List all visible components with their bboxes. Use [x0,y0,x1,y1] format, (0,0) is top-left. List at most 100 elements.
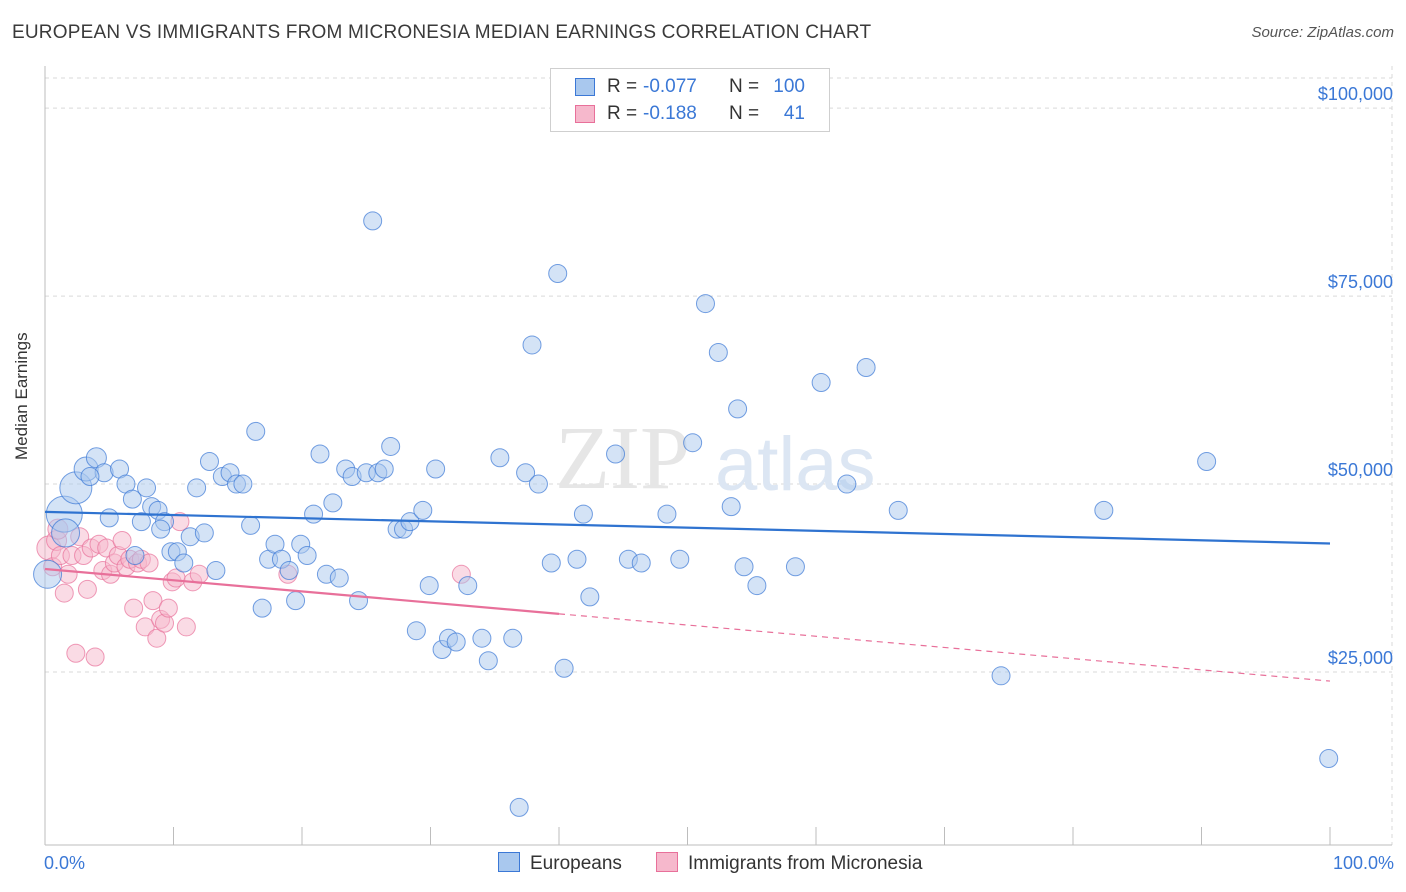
european-point [554,658,574,678]
european-point [991,666,1011,686]
european-point [567,549,587,569]
legend-row-micronesia: R = -0.188 N = 41 [551,100,829,128]
european-point [856,358,876,378]
y-tick-label: $25,000 [1328,648,1393,668]
micronesia-point [135,617,155,637]
legend-n-value: 100 [773,76,805,97]
trend-lines [44,510,1331,682]
european-point [695,294,715,314]
watermark: ZIP atlas [555,409,876,508]
micronesia-trend-dashed [558,613,1331,682]
european-point [199,452,219,471]
legend-r-label: R = [607,103,638,124]
european-point [446,632,466,652]
european-point [509,797,529,817]
european-point [478,651,498,671]
european-point [573,504,593,524]
european-point [1094,500,1114,520]
legend-n-label: N = [729,76,760,97]
european-point [426,459,446,479]
source-label: Source: ZipAtlas.com [1251,24,1394,41]
european-point [279,561,299,581]
european-point [472,628,492,648]
european-point [99,508,119,528]
european-point [683,433,703,453]
legend-r-value: -0.077 [643,76,697,97]
micronesia-point [77,579,97,599]
european-point [363,211,383,231]
european-point [125,545,145,565]
european-point [187,478,207,498]
micronesia-trend-solid [44,567,560,615]
axes [44,66,1392,846]
european-point [413,500,433,520]
european-point [606,444,626,464]
european-point [241,515,261,535]
european-point [516,463,536,483]
european-point [657,504,677,524]
chart-title: EUROPEAN VS IMMIGRANTS FROM MICRONESIA M… [12,22,872,43]
legend-swatch-pink [575,105,595,123]
european-point [734,557,754,577]
y-tick-label: $100,000 [1318,84,1393,104]
european-point [1197,452,1217,471]
x-tick-max: 100.0% [1332,853,1394,873]
legend-row-europeans: R = -0.077 N = 100 [551,73,829,101]
x-tick-min: 0.0% [44,853,86,873]
european-point [1319,749,1339,769]
european-trend-solid [44,510,1331,545]
european-point [122,489,142,509]
european-point [381,436,401,456]
legend-n-value: 41 [783,103,805,124]
micronesia-point [189,564,209,584]
legend-swatch-blue [575,78,595,96]
y-tick-label: $75,000 [1328,272,1393,292]
european-point [33,559,63,589]
european-point [721,497,741,517]
legend-r-label: R = [607,76,638,97]
micronesia-point [158,598,178,618]
european-point [374,459,394,479]
european-point [233,474,253,494]
micronesia-point [124,598,144,618]
european-point [837,474,857,494]
european-point [286,591,306,611]
european-point [528,474,548,494]
european-point [406,621,426,641]
european-point [329,568,349,588]
european-point [297,545,317,565]
european-point [206,561,226,581]
european-point [419,576,439,596]
european-point [670,549,690,569]
european-point [522,335,542,355]
legend-micronesia-swatch [656,852,678,872]
european-point [51,518,81,548]
legend-n-label: N = [729,103,760,124]
european-point [631,553,651,573]
european-point [80,467,100,487]
legend-micronesia-label: Immigrants from Micronesia [688,853,923,874]
watermark-atlas: atlas [715,422,876,507]
european-point [349,591,369,611]
legend-r-value: -0.188 [643,103,697,124]
european-point [252,598,272,618]
micronesia-point [66,643,86,663]
european-point [541,553,561,573]
european-point [708,342,728,362]
micronesia-point [85,647,105,667]
european-point [811,373,831,393]
legend-micronesia: Immigrants from Micronesia [656,852,922,875]
european-point [747,576,767,596]
legend-europeans-label: Europeans [530,853,622,874]
micronesia-point [112,530,132,550]
european-point [580,587,600,607]
legend-europeans: Europeans [498,852,622,875]
micronesia-point [147,628,167,648]
european-point [174,553,194,573]
european-point [503,628,523,648]
european-points [33,211,1339,817]
y-tick-labels: $25,000 $50,000 $75,000 $100,000 [1318,84,1393,668]
european-point [490,448,510,468]
micronesia-point [143,591,163,611]
